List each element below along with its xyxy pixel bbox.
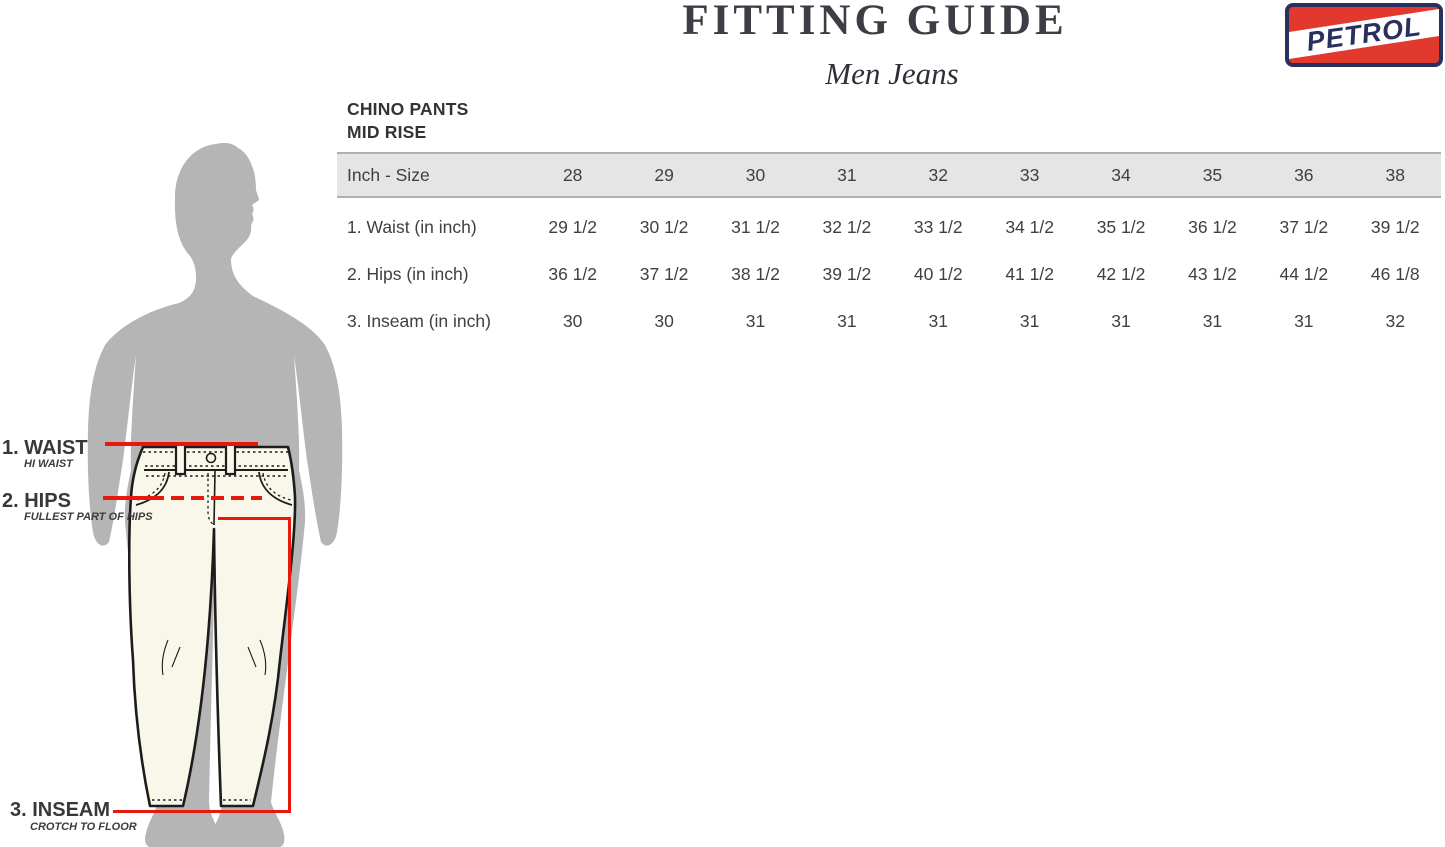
hips-value: 43 1/2: [1188, 264, 1237, 284]
hips-value: 38 1/2: [731, 264, 780, 284]
page-subtitle: Men Jeans: [825, 56, 959, 91]
hips-measure-line-solid: [103, 496, 151, 500]
inseam-row: 3. Inseam (in inch) 30 30 31 31 31 31 31…: [337, 298, 1441, 345]
size-header-row: Inch - Size 28 29 30 31 32 33 34 35 36 3…: [337, 153, 1441, 197]
inseam-value: 31: [745, 311, 766, 331]
hips-value: 46 1/8: [1370, 264, 1420, 284]
hips-sublabel: FULLEST PART OF HIPS: [24, 511, 153, 523]
waist-value: 36 1/2: [1188, 217, 1237, 237]
waist-value: 29 1/2: [548, 217, 598, 237]
petrol-logo: PETROL: [1285, 3, 1443, 67]
inseam-value: 31: [928, 311, 948, 331]
waist-value: 30 1/2: [639, 217, 689, 237]
row-label-inseam: 3. Inseam (in inch): [347, 311, 491, 331]
waist-value: 39 1/2: [1370, 217, 1420, 237]
size-header-cell: 36: [1294, 164, 1314, 185]
size-header-cell: 38: [1385, 164, 1405, 185]
inseam-value: 31: [1294, 311, 1314, 331]
waist-value: 33 1/2: [913, 217, 963, 237]
inseam-vertical-line: [288, 517, 291, 813]
product-line2: MID RISE: [347, 122, 427, 142]
inseam-value: 30: [562, 311, 583, 331]
inseam-crotch-line: [218, 517, 291, 520]
hips-value: 39 1/2: [822, 264, 872, 284]
page-title: FITTING GUIDE: [682, 0, 1068, 44]
inseam-value: 31: [1019, 311, 1040, 331]
size-header-cell: 33: [1019, 164, 1040, 185]
hips-value: 42 1/2: [1096, 264, 1146, 284]
size-header-cell: 31: [837, 164, 857, 185]
product-line1: CHINO PANTS: [347, 99, 469, 119]
waist-value: 35 1/2: [1096, 217, 1146, 237]
size-header-cell: 29: [654, 164, 674, 185]
inseam-sublabel: CROTCH TO FLOOR: [30, 821, 137, 833]
hips-value: 36 1/2: [548, 264, 598, 284]
size-header-cell: 32: [928, 164, 948, 185]
waist-label: 1. WAIST: [2, 437, 88, 459]
hips-value: 40 1/2: [913, 264, 963, 284]
pants-diagram: [127, 435, 300, 815]
product-label: CHINO PANTS MID RISE: [347, 98, 468, 144]
inseam-floor-line: [113, 810, 291, 813]
size-table: Inch - Size 28 29 30 31 32 33 34 35 36 3…: [337, 152, 1441, 345]
waist-sublabel: HI WAIST: [24, 458, 73, 470]
inseam-label: 3. INSEAM: [10, 799, 111, 821]
hips-value: 37 1/2: [639, 264, 689, 284]
waist-value: 37 1/2: [1279, 217, 1329, 237]
petrol-logo-icon: PETROL: [1285, 3, 1443, 67]
size-header-cell: 35: [1202, 164, 1223, 185]
size-header-cell: 30: [745, 164, 766, 185]
row-label-hips: 2. Hips (in inch): [347, 264, 469, 284]
waist-value: 34 1/2: [1005, 217, 1054, 237]
size-header-label: Inch - Size: [347, 164, 430, 185]
waist-value: 31 1/2: [731, 217, 780, 237]
hips-value: 41 1/2: [1005, 264, 1054, 284]
inseam-value: 30: [654, 311, 674, 331]
waist-value: 32 1/2: [822, 217, 872, 237]
size-table-wrap: Inch - Size 28 29 30 31 32 33 34 35 36 3…: [337, 152, 1441, 345]
table-spacer-row: [337, 197, 1441, 204]
hips-label: 2. HIPS: [2, 490, 71, 512]
waist-row: 1. Waist (in inch) 29 1/2 30 1/2 31 1/2 …: [337, 204, 1441, 251]
waist-measure-line: [105, 442, 258, 446]
inseam-value: 31: [1111, 311, 1131, 331]
hips-value: 44 1/2: [1279, 264, 1329, 284]
hips-row: 2. Hips (in inch) 36 1/2 37 1/2 38 1/2 3…: [337, 251, 1441, 298]
hips-measure-line-dashed: [151, 496, 262, 500]
inseam-value: 31: [1202, 311, 1223, 331]
row-label-waist: 1. Waist (in inch): [347, 217, 477, 237]
inseam-value: 32: [1385, 311, 1405, 331]
pants-diagram-icon: [127, 442, 297, 808]
inseam-value: 31: [837, 311, 857, 331]
size-header-cell: 34: [1111, 164, 1131, 185]
size-header-cell: 28: [562, 164, 583, 185]
